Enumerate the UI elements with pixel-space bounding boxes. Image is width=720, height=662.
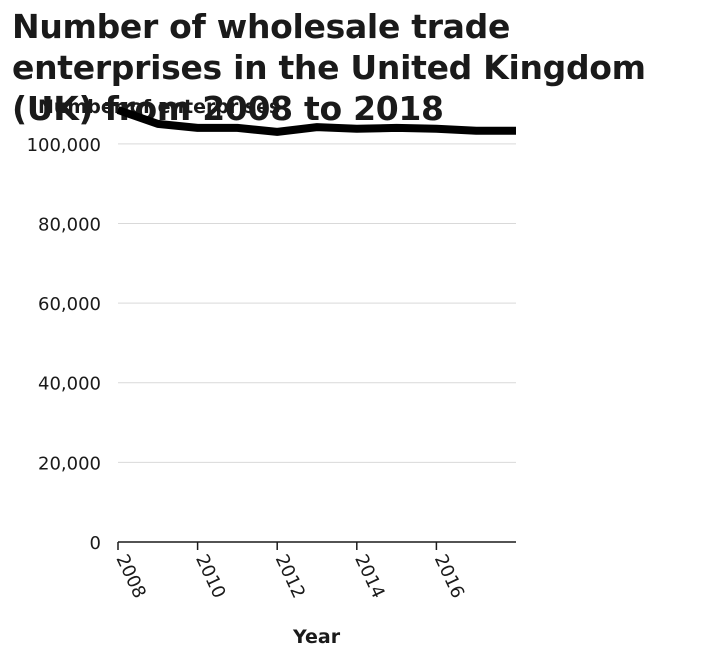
x-tick-labels: 2008 2010 2012 2014 2016: [111, 551, 468, 601]
x-tick-label: 2010: [191, 551, 229, 601]
series: [116, 106, 516, 136]
y-tick-label: 0: [90, 533, 101, 554]
y-tick-labels: 0 20,000 40,000 60,000 80,000 100,000: [27, 135, 101, 554]
x-tick-label: 2008: [111, 551, 149, 601]
axes: [117, 541, 516, 550]
y-axis-label: Number of enterprises: [38, 96, 281, 118]
y-tick-label: 60,000: [38, 294, 101, 315]
x-tick-label: 2016: [430, 551, 468, 601]
x-tick-label: 2014: [350, 551, 388, 601]
x-tick-label: 2012: [271, 551, 309, 601]
y-tick-label: 40,000: [38, 374, 101, 395]
chart-title: Number of wholesale trade enterprises in…: [12, 7, 646, 128]
x-axis-label: Year: [293, 626, 341, 648]
y-tick-label: 80,000: [38, 214, 101, 235]
series-line: [116, 106, 516, 136]
gridlines: [118, 143, 516, 463]
y-tick-label: 100,000: [27, 135, 101, 156]
y-tick-label: 20,000: [38, 453, 101, 474]
